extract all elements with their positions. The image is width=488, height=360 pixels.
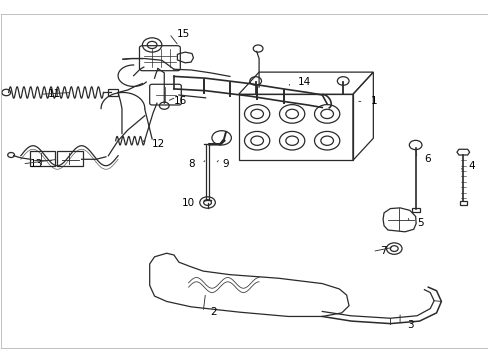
Text: 6: 6 [424, 154, 430, 163]
Text: 5: 5 [416, 218, 423, 228]
Text: 7: 7 [379, 247, 386, 256]
Text: 9: 9 [222, 159, 229, 169]
Text: 10: 10 [182, 198, 195, 208]
Bar [411, 208, 419, 212]
Text: 3: 3 [407, 320, 413, 330]
Text: 14: 14 [297, 77, 310, 87]
Text: 15: 15 [176, 28, 189, 39]
Text: 16: 16 [174, 96, 187, 107]
Bar [459, 201, 466, 205]
Text: 11: 11 [47, 89, 61, 99]
Text: 2: 2 [210, 307, 217, 317]
Text: 13: 13 [30, 159, 43, 169]
Text: 12: 12 [152, 139, 165, 149]
Bar [108, 89, 118, 96]
Text: 8: 8 [188, 159, 195, 169]
Text: 1: 1 [370, 96, 377, 107]
Text: 4: 4 [467, 161, 474, 171]
